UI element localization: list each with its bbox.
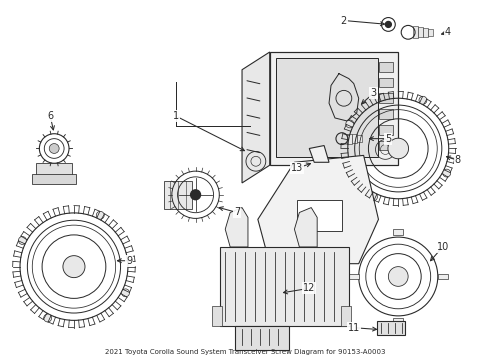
Circle shape bbox=[346, 120, 354, 128]
Text: 8: 8 bbox=[455, 155, 461, 165]
Text: 1: 1 bbox=[173, 111, 179, 121]
Bar bbox=[413, 26, 418, 38]
Text: 10: 10 bbox=[437, 242, 449, 252]
Bar bbox=[36, 163, 72, 175]
Polygon shape bbox=[258, 156, 378, 264]
Text: 4: 4 bbox=[444, 27, 451, 37]
Circle shape bbox=[97, 211, 104, 219]
Bar bbox=[347, 134, 352, 144]
Text: 11: 11 bbox=[347, 323, 360, 333]
Bar bbox=[349, 274, 359, 279]
Polygon shape bbox=[294, 208, 317, 247]
Text: 6: 6 bbox=[47, 111, 53, 121]
Bar bbox=[393, 318, 403, 324]
Circle shape bbox=[63, 256, 85, 278]
Bar bbox=[357, 135, 362, 142]
Bar bbox=[212, 306, 222, 326]
Circle shape bbox=[122, 289, 129, 297]
Bar bbox=[297, 200, 342, 231]
Text: 9: 9 bbox=[126, 256, 132, 266]
Bar bbox=[352, 135, 357, 143]
Circle shape bbox=[191, 190, 200, 200]
Circle shape bbox=[386, 22, 392, 27]
Bar bbox=[423, 28, 428, 37]
Bar bbox=[276, 58, 378, 157]
Circle shape bbox=[44, 314, 51, 322]
Circle shape bbox=[49, 144, 59, 153]
Bar bbox=[379, 78, 393, 87]
Circle shape bbox=[19, 237, 26, 244]
Bar bbox=[379, 125, 393, 135]
Bar bbox=[393, 229, 403, 235]
Bar bbox=[428, 29, 433, 36]
Bar bbox=[379, 109, 393, 119]
Circle shape bbox=[369, 193, 377, 201]
Bar bbox=[377, 321, 405, 334]
Bar bbox=[235, 326, 290, 350]
Text: 7: 7 bbox=[234, 207, 240, 217]
Bar bbox=[438, 274, 448, 279]
Text: 2021 Toyota Corolla Sound System Transceiver Screw Diagram for 90153-A0003: 2021 Toyota Corolla Sound System Transce… bbox=[105, 349, 385, 355]
Bar bbox=[379, 93, 393, 103]
Bar bbox=[341, 306, 351, 326]
Polygon shape bbox=[225, 208, 248, 247]
Circle shape bbox=[389, 267, 408, 286]
Bar bbox=[379, 62, 393, 72]
Text: 12: 12 bbox=[303, 283, 316, 293]
Polygon shape bbox=[309, 145, 329, 162]
Circle shape bbox=[443, 169, 451, 177]
Text: 13: 13 bbox=[291, 163, 303, 173]
Text: 2: 2 bbox=[341, 15, 347, 26]
Bar bbox=[418, 27, 423, 37]
Circle shape bbox=[419, 96, 427, 104]
Bar bbox=[379, 141, 393, 150]
Bar bbox=[164, 181, 192, 208]
Bar bbox=[32, 174, 76, 184]
Text: 5: 5 bbox=[385, 134, 392, 144]
Bar bbox=[220, 247, 349, 326]
Circle shape bbox=[388, 138, 409, 159]
Polygon shape bbox=[242, 52, 270, 183]
Text: 3: 3 bbox=[370, 88, 377, 98]
Bar bbox=[270, 52, 398, 165]
